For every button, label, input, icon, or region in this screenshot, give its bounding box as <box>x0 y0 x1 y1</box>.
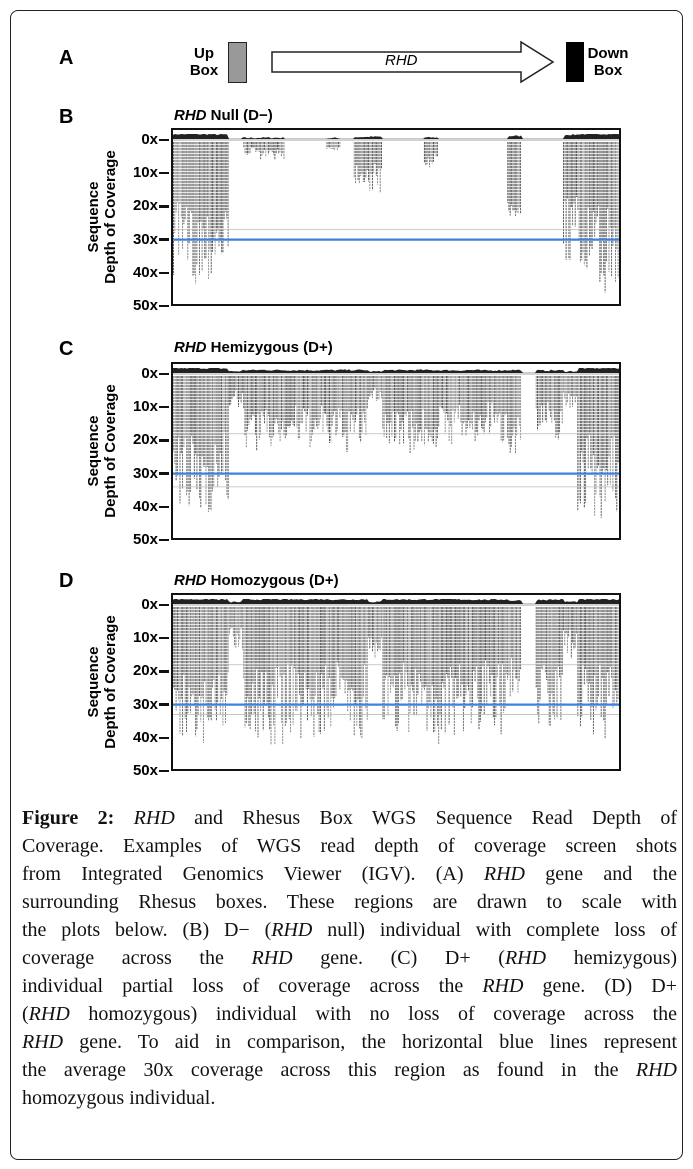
caption-text: homozygous individual. <box>22 1087 216 1109</box>
panel-label: B <box>59 106 74 128</box>
caption-text: gene and the <box>524 863 677 885</box>
y-tick-label: 0x <box>124 366 169 381</box>
panel-title: RHD Null (D−) <box>174 107 273 124</box>
y-tick-label: 0x <box>124 597 169 612</box>
panel-title-gene: RHD <box>174 572 207 589</box>
up-box-label-line2: Box <box>189 62 219 79</box>
y-axis-label-line1: Sequence <box>85 415 102 487</box>
caption-text: homozygous) individual with no loss of c… <box>69 1003 677 1025</box>
y-tick-label: 20x <box>124 198 169 213</box>
caption-gene-name: RHD <box>251 947 293 969</box>
y-tick-label: 30x <box>124 697 169 712</box>
panel-label-a: A <box>59 47 74 69</box>
y-tick-label: 30x <box>124 466 169 481</box>
coverage-reads-svg <box>173 368 619 518</box>
caption-text: individual partial loss of coverage acro… <box>22 975 483 997</box>
coverage-track <box>173 134 619 139</box>
y-tick-label: 40x <box>124 265 169 280</box>
coverage-track <box>173 599 619 604</box>
rhd-gene-arrow <box>271 40 555 84</box>
coverage-reads-svg <box>173 599 619 745</box>
caption-gene-name: RHD <box>133 807 175 829</box>
panel-label: C <box>59 338 74 360</box>
up-box-label: Up Box <box>186 45 222 79</box>
panel-label: D <box>59 570 74 592</box>
caption-text: the plots below. (B) D− ( <box>22 919 272 941</box>
panel-title: RHD Homozygous (D+) <box>174 572 339 589</box>
y-tick-label: 40x <box>124 499 169 514</box>
caption-gene-name: RHD <box>635 1059 677 1081</box>
y-axis-label-line2: Depth of Coverage <box>102 150 119 284</box>
panel-title-text: Null (D−) <box>206 107 273 124</box>
caption-line: individual partial loss of coverage acro… <box>22 972 677 1000</box>
caption-text: hemizygous) <box>546 947 678 969</box>
coverage-reads-svg <box>173 134 619 293</box>
y-tick-label: 0x <box>124 132 169 147</box>
caption-text: and Rhesus Box WGS Sequence Read Depth o… <box>174 807 677 829</box>
up-box-rect <box>228 42 247 83</box>
caption-gene-name: RHD <box>28 1003 70 1025</box>
caption-gene-name: RHD <box>483 863 525 885</box>
coverage-plot <box>171 362 621 540</box>
caption-line: RHD gene. To aid in comparison, the hori… <box>22 1028 677 1056</box>
y-tick-label: 50x <box>124 532 169 547</box>
caption-line: homozygous individual. <box>22 1084 677 1112</box>
y-axis-label-line2: Depth of Coverage <box>102 384 119 518</box>
y-axis-label-line1: Sequence <box>85 181 102 253</box>
caption-line: surrounding Rhesus boxes. These regions … <box>22 888 677 916</box>
y-tick-label: 20x <box>124 432 169 447</box>
figure-caption: Figure 2: RHD and Rhesus Box WGS Sequenc… <box>22 804 677 1112</box>
panel-title: RHD Hemizygous (D+) <box>174 339 333 356</box>
y-axis-label: Sequence Depth of Coverage <box>85 127 119 307</box>
y-tick-label: 40x <box>124 730 169 745</box>
coverage-plot <box>171 128 621 306</box>
caption-text: coverage across the <box>22 947 252 969</box>
panel-title-text: Hemizygous (D+) <box>206 339 333 356</box>
caption-line: (RHD homozygous) individual with no loss… <box>22 1000 677 1028</box>
panel-title-gene: RHD <box>174 339 207 356</box>
y-axis-label: Sequence Depth of Coverage <box>85 592 119 772</box>
up-box-label-line1: Up <box>194 45 214 62</box>
panel-title-text: Homozygous (D+) <box>206 572 339 589</box>
caption-text: gene. (C) D+ ( <box>292 947 505 969</box>
y-axis-label-line1: Sequence <box>85 646 102 718</box>
caption-text: Coverage. Examples of WGS read depth of … <box>22 835 677 857</box>
caption-figure-label: Figure 2: <box>22 807 134 829</box>
caption-gene-name: RHD <box>22 1031 64 1053</box>
caption-line: the plots below. (B) D− (RHD null) indiv… <box>22 916 677 944</box>
panel-title-gene: RHD <box>174 107 207 124</box>
caption-line: Figure 2: RHD and Rhesus Box WGS Sequenc… <box>22 804 677 832</box>
y-tick-label: 10x <box>124 165 169 180</box>
caption-text: surrounding Rhesus boxes. These regions … <box>22 891 677 913</box>
caption-line: the average 30x coverage across this reg… <box>22 1056 677 1084</box>
down-box-rect <box>566 42 584 82</box>
y-axis-label: Sequence Depth of Coverage <box>85 361 119 541</box>
figure-frame <box>10 10 683 1160</box>
caption-gene-name: RHD <box>504 947 547 969</box>
caption-line: coverage across the RHD gene. (C) D+ (RH… <box>22 944 677 972</box>
caption-line: from Integrated Genomics Viewer (IGV). (… <box>22 860 677 888</box>
caption-text: gene. (D) D+ <box>523 975 677 997</box>
coverage-plot <box>171 593 621 771</box>
caption-text: from Integrated Genomics Viewer (IGV). (… <box>22 863 484 885</box>
caption-gene-name: RHD <box>271 919 313 941</box>
down-box-label: Down Box <box>584 45 632 79</box>
caption-gene-name: RHD <box>482 975 524 997</box>
y-tick-label: 50x <box>124 763 169 778</box>
rhd-gene-label: RHD <box>385 52 418 69</box>
y-tick-label: 50x <box>124 298 169 313</box>
down-box-label-line1: Down <box>587 45 629 62</box>
caption-line: Coverage. Examples of WGS read depth of … <box>22 832 677 860</box>
caption-text: ( <box>22 1003 29 1025</box>
y-tick-label: 10x <box>124 630 169 645</box>
caption-text: the average 30x coverage across this reg… <box>22 1059 636 1081</box>
y-tick-label: 10x <box>124 399 169 414</box>
caption-text: null) individual with complete loss of <box>312 919 677 941</box>
y-tick-label: 30x <box>124 232 169 247</box>
down-box-label-line2: Box <box>593 62 623 79</box>
caption-text: gene. To aid in comparison, the horizont… <box>63 1031 677 1053</box>
y-tick-label: 20x <box>124 663 169 678</box>
coverage-track <box>173 368 619 373</box>
y-axis-label-line2: Depth of Coverage <box>102 615 119 749</box>
